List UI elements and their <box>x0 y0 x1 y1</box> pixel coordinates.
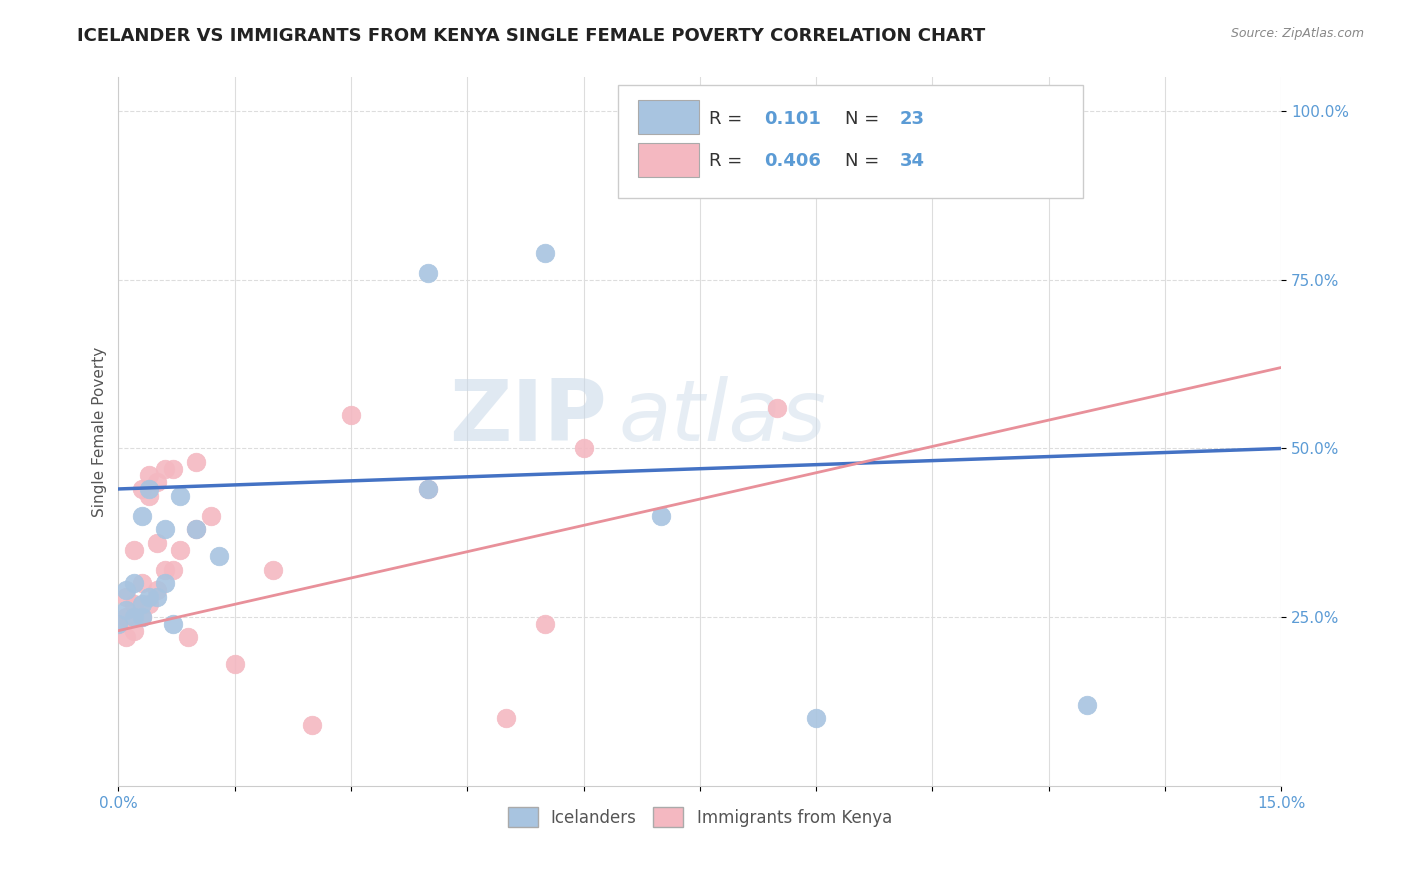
FancyBboxPatch shape <box>638 100 699 134</box>
Point <box>107 616 129 631</box>
Legend: Icelanders, Immigrants from Kenya: Icelanders, Immigrants from Kenya <box>501 800 898 834</box>
Point <box>224 657 246 672</box>
Point <box>533 245 555 260</box>
Point <box>301 718 323 732</box>
Point <box>131 597 153 611</box>
Point <box>169 542 191 557</box>
Point <box>131 482 153 496</box>
Point <box>122 610 145 624</box>
Point <box>162 616 184 631</box>
Point <box>418 266 440 280</box>
Text: N =: N = <box>845 110 886 128</box>
Point <box>122 576 145 591</box>
Text: atlas: atlas <box>619 376 827 459</box>
FancyBboxPatch shape <box>619 85 1084 198</box>
Point <box>162 461 184 475</box>
Text: R =: R = <box>709 110 748 128</box>
Text: R =: R = <box>709 152 748 170</box>
Point <box>184 523 207 537</box>
Point <box>131 508 153 523</box>
Point <box>146 590 169 604</box>
Text: ICELANDER VS IMMIGRANTS FROM KENYA SINGLE FEMALE POVERTY CORRELATION CHART: ICELANDER VS IMMIGRANTS FROM KENYA SINGL… <box>77 27 986 45</box>
Point <box>138 597 160 611</box>
Text: 23: 23 <box>900 110 925 128</box>
Point <box>418 482 440 496</box>
Point <box>766 401 789 415</box>
Point <box>804 711 827 725</box>
Point <box>138 468 160 483</box>
Point <box>650 508 672 523</box>
Point <box>153 563 176 577</box>
Point <box>208 549 231 564</box>
Text: 34: 34 <box>900 152 925 170</box>
Point <box>146 583 169 598</box>
Point <box>418 482 440 496</box>
Text: 0.101: 0.101 <box>763 110 821 128</box>
Point <box>131 610 153 624</box>
Point <box>107 616 129 631</box>
Text: Source: ZipAtlas.com: Source: ZipAtlas.com <box>1230 27 1364 40</box>
Point <box>131 610 153 624</box>
Point <box>177 631 200 645</box>
FancyBboxPatch shape <box>638 143 699 177</box>
Point <box>162 563 184 577</box>
Point <box>153 576 176 591</box>
Point <box>1076 698 1098 712</box>
Text: N =: N = <box>845 152 886 170</box>
Point <box>572 442 595 456</box>
Point <box>200 508 222 523</box>
Point <box>115 631 138 645</box>
Point <box>262 563 284 577</box>
Point <box>122 597 145 611</box>
Point <box>115 603 138 617</box>
Point <box>340 408 363 422</box>
Point <box>122 542 145 557</box>
Point <box>146 536 169 550</box>
Point <box>131 576 153 591</box>
Point <box>138 482 160 496</box>
Point <box>495 711 517 725</box>
Point <box>184 455 207 469</box>
Point <box>153 461 176 475</box>
Point <box>169 489 191 503</box>
Text: ZIP: ZIP <box>449 376 607 459</box>
Point <box>146 475 169 490</box>
Point <box>138 590 160 604</box>
Point <box>184 523 207 537</box>
Point <box>115 583 138 598</box>
Point <box>115 610 138 624</box>
Point <box>115 590 138 604</box>
Y-axis label: Single Female Poverty: Single Female Poverty <box>93 346 107 516</box>
Point <box>153 523 176 537</box>
Point <box>138 489 160 503</box>
Point <box>122 624 145 638</box>
Text: 0.406: 0.406 <box>763 152 821 170</box>
Point <box>533 616 555 631</box>
